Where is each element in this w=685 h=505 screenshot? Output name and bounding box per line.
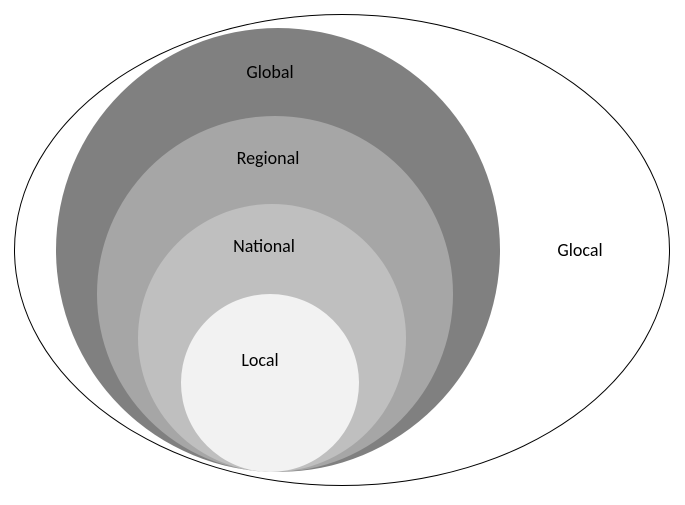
label-glocal: Glocal <box>557 239 602 261</box>
circle-local <box>181 294 359 472</box>
label-local: Local <box>241 349 278 371</box>
label-global: Global <box>246 61 293 83</box>
label-regional: Regional <box>237 147 300 169</box>
diagram-container: Global Regional National Local Glocal <box>0 0 685 505</box>
label-national: National <box>233 235 295 257</box>
